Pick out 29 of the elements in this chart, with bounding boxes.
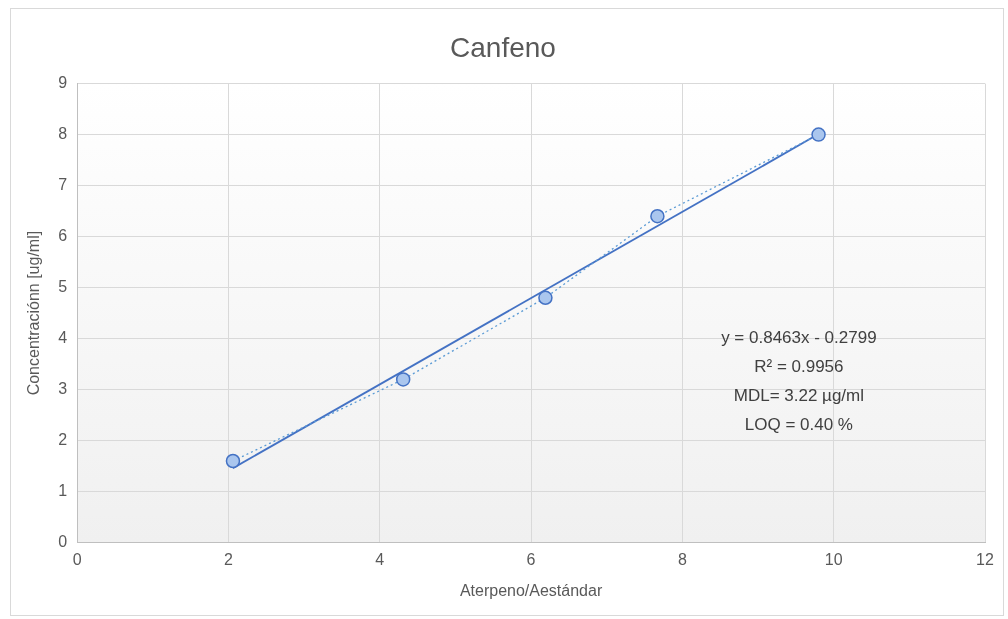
chart-title: Canfeno — [450, 31, 556, 63]
x-tick-label: 6 — [526, 550, 536, 568]
y-tick-label: 9 — [58, 74, 68, 92]
annotation: LOQ = 0.40 % — [744, 415, 853, 435]
y-tick-label: 4 — [58, 329, 68, 347]
x-tick-label: 2 — [223, 550, 233, 568]
y-tick-label: 2 — [58, 431, 68, 449]
x-axis-title: Aterpeno/Aestándar — [459, 581, 603, 599]
annotation: R² = 0.9956 — [754, 357, 844, 377]
y-tick-label: 8 — [58, 125, 68, 143]
point — [538, 290, 553, 306]
point — [225, 453, 241, 469]
x-tick-label: 4 — [375, 550, 385, 568]
point — [811, 127, 826, 142]
x-tick-label: 0 — [72, 550, 82, 568]
x-tick-label: 8 — [677, 550, 687, 568]
annotation: MDL= 3.22 µg/ml — [733, 386, 865, 406]
y-tick-label: 6 — [58, 227, 68, 245]
y-tick-label: 7 — [58, 176, 68, 194]
y-tick-label: 3 — [58, 380, 68, 398]
annotation: y = 0.8463x - 0.2799 — [721, 328, 877, 348]
y-tick-label: 0 — [58, 533, 68, 551]
y-axis-title: Concentraciónn [ug/ml] — [25, 230, 43, 396]
y-tick-label: 5 — [58, 278, 68, 296]
point — [395, 372, 411, 387]
y-tick-label: 1 — [58, 482, 68, 500]
x-tick-label: 12 — [976, 550, 994, 568]
x-tick-label: 10 — [824, 550, 843, 568]
point — [650, 208, 665, 224]
